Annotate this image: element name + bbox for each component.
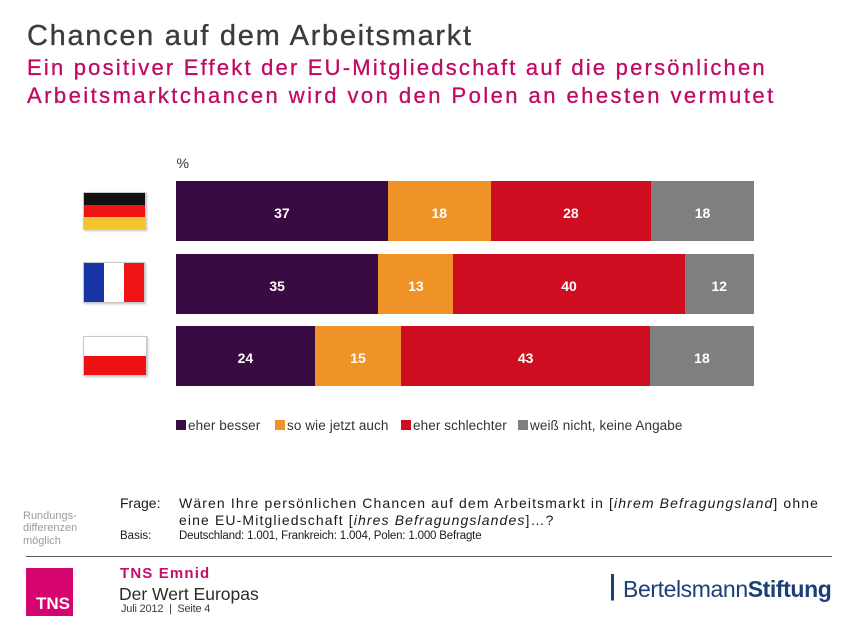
svg-text:BertelsmannStiftung: BertelsmannStiftung [623,576,831,602]
